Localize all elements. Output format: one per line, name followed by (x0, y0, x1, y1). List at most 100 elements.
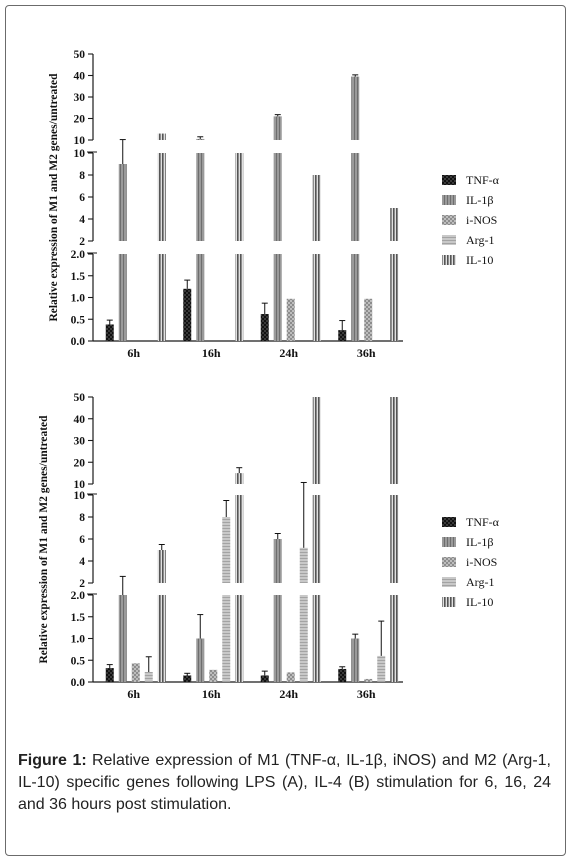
bar-il10-24h (312, 254, 321, 341)
figure-caption: Figure 1: Relative expression of M1 (TNF… (18, 749, 551, 815)
legend-swatch (442, 195, 456, 205)
bar-arg1-24h (299, 547, 308, 583)
y-tick-label: 40 (74, 71, 86, 83)
y-tick-label: 0.5 (71, 314, 86, 326)
y-tick-label: 0.0 (71, 336, 86, 348)
bar-il10-16h (235, 495, 244, 583)
bar-il1-24h (273, 254, 282, 341)
legend-label: TNF-α (466, 173, 500, 187)
x-tick-label: 6h (127, 687, 140, 701)
y-tick-label: 50 (74, 392, 86, 404)
bar-il1-16h (196, 153, 205, 241)
legend-swatch (442, 537, 456, 547)
bar-il10-36h (390, 595, 399, 682)
legend-swatch (442, 235, 456, 245)
bar-arg1-6h (144, 671, 153, 682)
bar-tnf-6h (105, 324, 114, 341)
bar-il1-16h (196, 138, 205, 140)
y-tick-label: 30 (74, 436, 86, 448)
bar-tnf-16h (183, 288, 192, 341)
bar-il10-24h (312, 175, 321, 241)
bar-arg1-36h (377, 655, 386, 682)
y-tick-label: 20 (74, 114, 86, 126)
legend-label: IL-1β (466, 535, 493, 549)
bar-arg1-16h (222, 595, 231, 682)
legend-label: IL-10 (466, 253, 493, 267)
legend-label: TNF-α (466, 515, 500, 529)
bar-il1-6h (118, 164, 127, 241)
bar-il1-16h (196, 254, 205, 341)
y-tick-label: 10 (74, 135, 86, 147)
legend-label: Arg-1 (466, 233, 494, 247)
y-tick-label: 2 (79, 578, 85, 590)
bar-inos-36h (364, 298, 373, 341)
bar-tnf-6h (105, 668, 114, 682)
bar-inos-16h (209, 669, 218, 682)
bar-arg1-24h (299, 595, 308, 682)
bar-il1-6h (118, 595, 127, 682)
y-tick-label: 8 (79, 170, 85, 182)
y-tick-label: 8 (79, 512, 85, 524)
bar-il1-36h (351, 254, 360, 341)
bar-il1-36h (351, 153, 360, 241)
bar-inos-24h (286, 672, 295, 682)
y-tick-label: 1.5 (71, 271, 86, 283)
figure-frame (5, 5, 566, 856)
y-tick-label: 6 (79, 534, 85, 546)
y-tick-label: 1.5 (71, 612, 86, 624)
y-tick-label: 4 (79, 556, 85, 568)
y-tick-label: 4 (79, 214, 85, 226)
bar-il10-24h (312, 595, 321, 682)
bar-il10-6h (157, 133, 166, 140)
legend-label: Arg-1 (466, 575, 494, 589)
y-tick-label: 2.0 (71, 249, 86, 261)
bar-il10-6h (157, 550, 166, 583)
bar-il10-24h (312, 397, 321, 484)
bar-il10-24h (312, 495, 321, 583)
y-tick-label: 10 (74, 479, 86, 491)
x-tick-label: 16h (202, 687, 221, 701)
bar-arg1-16h (222, 517, 231, 583)
x-tick-label: 36h (357, 687, 376, 701)
y-tick-label: 30 (74, 92, 86, 104)
y-tick-label: 10 (74, 490, 86, 502)
legend-swatch (442, 557, 456, 567)
x-tick-label: 36h (357, 346, 376, 360)
legend-swatch (442, 255, 456, 265)
bar-tnf-36h (338, 330, 347, 341)
bar-tnf-24h (260, 314, 269, 341)
y-tick-label: 2 (79, 236, 85, 248)
bar-tnf-16h (183, 675, 192, 682)
bar-il10-36h (390, 495, 399, 583)
bar-il10-6h (157, 153, 166, 241)
legend-swatch (442, 597, 456, 607)
bar-il1-36h (351, 638, 360, 682)
y-tick-label: 20 (74, 457, 86, 469)
bar-il10-36h (390, 397, 399, 484)
bar-il1-36h (351, 76, 360, 140)
bar-il10-16h (235, 153, 244, 241)
bar-tnf-24h (260, 675, 269, 682)
y-tick-label: 2.0 (71, 590, 86, 602)
y-tick-label: 1.0 (71, 293, 86, 305)
y-tick-label: 1.0 (71, 634, 86, 646)
x-tick-label: 24h (279, 346, 298, 360)
bar-il1-24h (273, 116, 282, 140)
x-tick-label: 6h (127, 346, 140, 360)
legend-label: IL-10 (466, 595, 493, 609)
legend-label: IL-1β (466, 193, 493, 207)
bar-il10-6h (157, 595, 166, 682)
caption-text: Relative expression of M1 (TNF-α, IL-1β,… (18, 752, 552, 813)
y-tick-label: 0.0 (71, 677, 86, 689)
legend-swatch (442, 215, 456, 225)
bar-il10-36h (390, 254, 399, 341)
legend-label: i-NOS (466, 555, 497, 569)
bar-il10-16h (235, 473, 244, 484)
y-axis-label: Relative expression of M1 and M2 genes/u… (48, 73, 60, 322)
y-tick-label: 6 (79, 192, 85, 204)
legend-swatch (442, 517, 456, 527)
x-tick-label: 24h (279, 687, 298, 701)
